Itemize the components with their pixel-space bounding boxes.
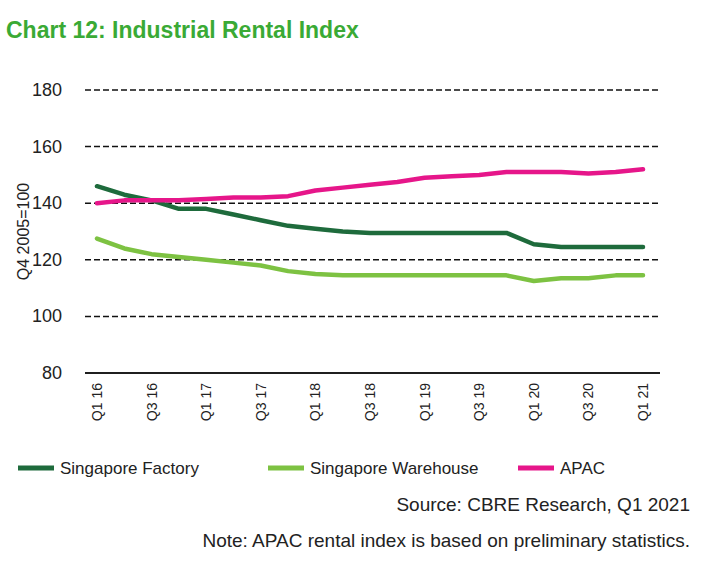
- x-tick-label: Q1 18: [307, 383, 323, 421]
- legend-label: APAC: [560, 459, 605, 478]
- x-tick-label: Q3 20: [580, 383, 596, 421]
- annotation: Source: CBRE Research, Q1 2021: [396, 494, 690, 515]
- legend-label: Singapore Warehouse: [310, 459, 479, 478]
- x-tick-label: Q3 16: [144, 383, 160, 421]
- y-tick-label: 120: [32, 250, 62, 270]
- grid-line: [85, 316, 660, 318]
- series-group: [97, 169, 643, 281]
- legend-label: Singapore Factory: [60, 459, 199, 478]
- x-axis-line: [85, 372, 660, 374]
- y-tick-label: 100: [32, 306, 62, 326]
- x-tick-label: Q1 17: [198, 383, 214, 421]
- annotation: Note: APAC rental index is based on prel…: [202, 530, 690, 551]
- grid-line: [85, 89, 660, 91]
- legend-swatch: [268, 466, 304, 471]
- y-axis-label: Q4 2005=100: [15, 183, 32, 281]
- y-tick-label: 80: [42, 363, 62, 383]
- grid-line: [85, 146, 660, 148]
- y-tick-label: 160: [32, 137, 62, 157]
- chart: Chart 12: Industrial Rental Index Q4 2005…: [0, 0, 705, 563]
- x-tick-label: Q3 17: [253, 383, 269, 421]
- x-tick-label: Q3 18: [362, 383, 378, 421]
- y-tick-label: 140: [32, 193, 62, 213]
- legend-swatch: [518, 466, 554, 471]
- chart-title: Chart 12: Industrial Rental Index: [6, 17, 359, 43]
- series-line: [97, 239, 643, 281]
- y-tick-label: 180: [32, 80, 62, 100]
- x-tick-label: Q1 21: [635, 383, 651, 421]
- grid-line: [85, 259, 660, 261]
- x-tick-label: Q3 19: [471, 383, 487, 421]
- x-axis: [85, 372, 660, 374]
- x-tick-label: Q1 20: [526, 383, 542, 421]
- legend-swatch: [18, 466, 54, 471]
- x-tick-label: Q1 16: [89, 383, 105, 421]
- series-line: [97, 186, 643, 247]
- x-tick-label: Q1 19: [417, 383, 433, 421]
- series-line: [97, 169, 643, 203]
- grid-line: [85, 202, 660, 204]
